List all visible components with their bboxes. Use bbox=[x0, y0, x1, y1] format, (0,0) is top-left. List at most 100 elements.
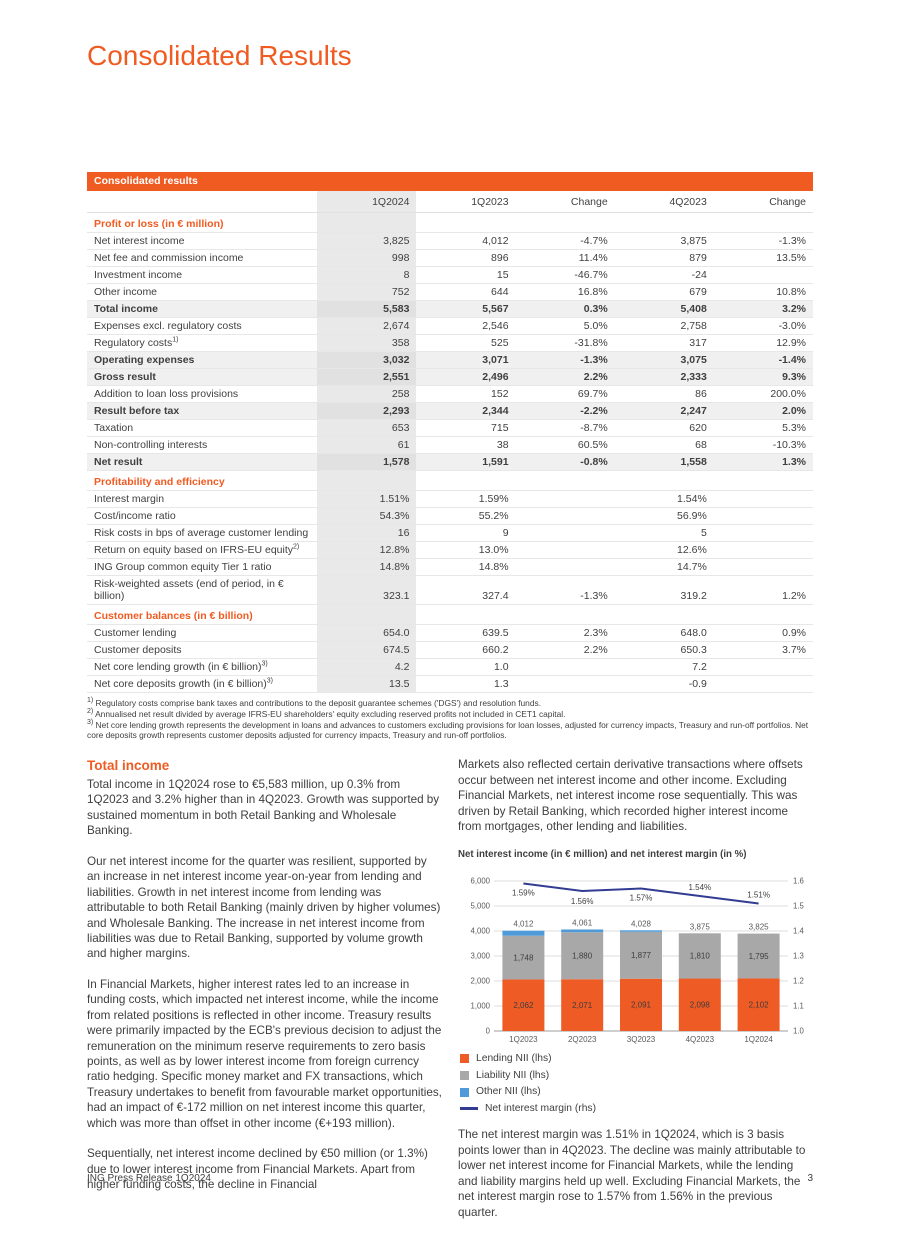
chart-text: 2,091 bbox=[631, 1001, 652, 1010]
section-heading: Total income bbox=[87, 758, 170, 774]
value-cell: 1,578 bbox=[317, 453, 417, 471]
table-row: Non-controlling interests 61 38 60.5% 68 -10.… bbox=[87, 436, 813, 454]
row-label: Net core lending growth (in € billion)3) bbox=[94, 660, 268, 674]
legend-item: Other NII (lhs) bbox=[460, 1085, 813, 1099]
row-label: Result before tax bbox=[87, 402, 318, 420]
lending-nii-bar bbox=[502, 979, 545, 1032]
liability-nii-bar bbox=[737, 933, 780, 979]
value-cell bbox=[516, 659, 615, 676]
value-cell: 1.54% bbox=[677, 493, 707, 506]
row-label: Non-controlling interests bbox=[94, 439, 208, 452]
column-header: 1Q2024 bbox=[317, 191, 417, 214]
value-cell: 12.6% bbox=[677, 544, 707, 557]
value-cell bbox=[714, 508, 813, 525]
legend-label: Other NII (lhs) bbox=[476, 1086, 541, 1098]
value-cell: 2,546 bbox=[482, 320, 509, 333]
footnote-marker: 3) bbox=[266, 677, 273, 685]
row-label: Expenses excl. regulatory costs bbox=[94, 320, 242, 333]
chart-text: 1.56% bbox=[571, 897, 594, 906]
column-header: 4Q2023 bbox=[614, 191, 714, 214]
paragraph: Sequentially, net interest income declin… bbox=[87, 1147, 428, 1192]
results-table: 1Q2024 1Q2023 Change 4Q2023 Change Profit or… bbox=[87, 191, 813, 693]
value-cell: 1,591 bbox=[416, 453, 516, 471]
value-cell: 1.3 bbox=[493, 678, 509, 691]
empty-cell bbox=[416, 471, 515, 491]
legend-label: Liability NII (lhs) bbox=[476, 1069, 550, 1081]
right-column: Markets also reflected certain derivativ… bbox=[458, 757, 813, 1235]
value-cell: 3.7% bbox=[782, 644, 806, 657]
chart-text: 1,810 bbox=[690, 952, 711, 961]
lending-nii-bar bbox=[737, 978, 780, 1032]
value-cell: 5,583 bbox=[317, 300, 417, 318]
footnote-marker: 3) bbox=[261, 660, 268, 668]
row-label-header bbox=[87, 191, 318, 214]
table-row: Other income 752 644 16.8% 679 10.8% bbox=[87, 283, 813, 301]
value-cell bbox=[714, 525, 813, 542]
table-row: Interest margin 1.51% 1.59% 1.54% bbox=[87, 490, 813, 508]
left-column: Total income Total income in 1Q2024 rose… bbox=[87, 757, 442, 1235]
table-row: ING Group common equity Tier 1 ratio 14.8… bbox=[87, 558, 813, 576]
chart-text: 1.59% bbox=[512, 889, 535, 898]
chart-text: 1.4 bbox=[793, 927, 805, 936]
value-cell: 525 bbox=[491, 337, 509, 350]
value-cell: 54.3% bbox=[317, 507, 417, 525]
value-cell: 3,825 bbox=[317, 232, 417, 250]
value-cell: -0.8% bbox=[515, 453, 615, 471]
chart-text: 4,012 bbox=[513, 920, 534, 929]
value-cell: 60.5% bbox=[577, 439, 608, 452]
value-cell: 13.0% bbox=[478, 544, 509, 557]
value-cell: 61 bbox=[317, 436, 417, 454]
value-cell: 1,558 bbox=[614, 453, 714, 471]
row-label: Net fee and commission income bbox=[94, 252, 244, 265]
lending-nii-bar bbox=[620, 978, 662, 1032]
value-cell: 752 bbox=[317, 283, 417, 301]
table-row: Risk-weighted assets (end of period, in … bbox=[87, 575, 813, 605]
footnote: 2) Annualised net result divided by aver… bbox=[87, 708, 566, 719]
empty-cell bbox=[416, 213, 515, 233]
liability-nii-swatch bbox=[460, 1071, 469, 1081]
row-label: Total income bbox=[87, 300, 318, 318]
chart-text: 1.54% bbox=[688, 883, 711, 892]
value-cell: 5.0% bbox=[583, 320, 608, 333]
empty-cell bbox=[615, 605, 714, 625]
footnote: 1) Regulatory costs comprise bank taxes … bbox=[87, 697, 542, 709]
value-cell: 2.2% bbox=[583, 644, 608, 657]
table-row: Expenses excl. regulatory costs 2,674 2,54… bbox=[87, 317, 813, 335]
empty-cell bbox=[615, 471, 714, 491]
footnote-marker: 1) bbox=[87, 697, 94, 705]
value-cell: 2,674 bbox=[317, 317, 417, 335]
value-cell: 1.59% bbox=[478, 493, 509, 506]
liability-nii-bar bbox=[678, 933, 721, 979]
value-cell: 2.0% bbox=[713, 402, 813, 420]
value-cell: 2.2% bbox=[515, 368, 615, 386]
value-cell: 16 bbox=[317, 524, 417, 542]
value-cell: -4.7% bbox=[580, 235, 608, 248]
value-cell: 1.3% bbox=[713, 453, 813, 471]
empty-cell bbox=[714, 605, 813, 625]
value-cell: 14.8% bbox=[317, 558, 417, 576]
value-cell: 3,875 bbox=[680, 235, 707, 248]
table-row: Risk costs in bps of average customer le… bbox=[87, 524, 813, 542]
row-label: Interest margin bbox=[94, 493, 165, 506]
other-nii-bar bbox=[502, 930, 545, 936]
row-label: Net interest income bbox=[94, 235, 185, 248]
table-row: Customer lending 654.0 639.5 2.3% 648.0 0.9% bbox=[87, 624, 813, 642]
chart-text: 3,875 bbox=[690, 922, 711, 931]
chart-text: 1,000 bbox=[470, 1002, 490, 1011]
chart-text: 1.2 bbox=[793, 977, 804, 986]
value-cell: 3.2% bbox=[713, 300, 813, 318]
right-paragraphs-top: Markets also reflected certain derivativ… bbox=[458, 757, 813, 834]
value-cell: 200.0% bbox=[770, 388, 806, 401]
page-number: 3 bbox=[807, 1173, 813, 1184]
value-cell: 3,075 bbox=[614, 351, 714, 369]
table-title-bar: Consolidated results bbox=[87, 172, 813, 192]
value-cell: 7.2 bbox=[692, 661, 707, 674]
value-cell: 14.8% bbox=[478, 561, 509, 574]
row-label: Regulatory costs1) bbox=[94, 336, 179, 350]
value-cell: -8.7% bbox=[580, 422, 608, 435]
value-cell: 654.0 bbox=[317, 624, 417, 642]
chart-text: 1.6 bbox=[793, 877, 804, 886]
chart-text: 3,825 bbox=[749, 923, 770, 932]
table-row: Net core deposits growth (in € billion)3… bbox=[87, 675, 813, 693]
chart-text: 1.0 bbox=[793, 1027, 805, 1036]
